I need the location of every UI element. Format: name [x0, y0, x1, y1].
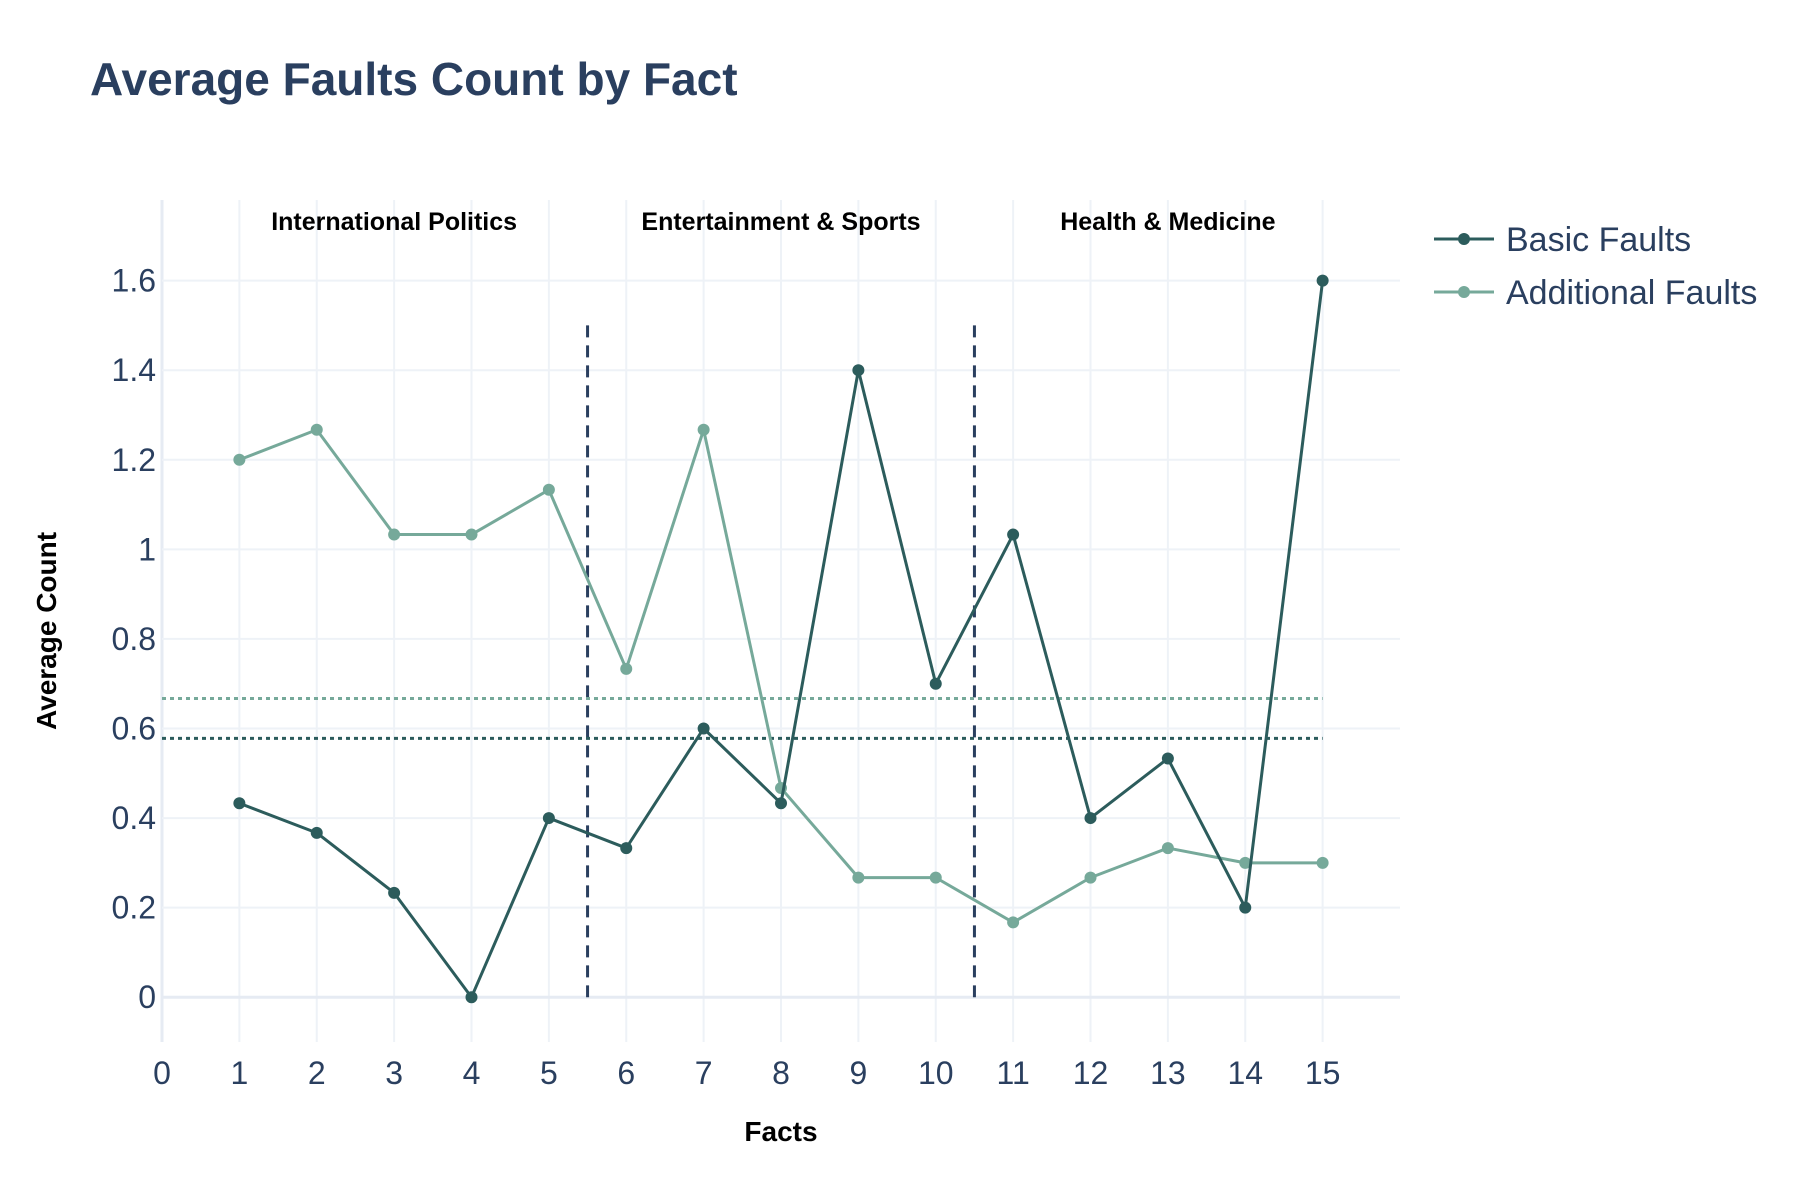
data-point [852, 364, 865, 377]
x-tick-label: 8 [772, 1055, 790, 1091]
data-point [1007, 528, 1020, 541]
data-point [388, 886, 401, 899]
data-point [233, 453, 246, 466]
legend-swatch-marker [1458, 286, 1470, 298]
x-axis-title: Facts [744, 1116, 817, 1147]
data-point [1084, 812, 1097, 825]
x-tick-label: 7 [695, 1055, 713, 1091]
y-tick-label: 1.4 [112, 352, 156, 388]
data-point [1007, 916, 1020, 929]
mean-lines [162, 696, 1323, 740]
y-tick-label: 1 [138, 531, 156, 567]
x-tick-label: 4 [463, 1055, 481, 1091]
data-point [310, 423, 323, 436]
category-separators [586, 325, 976, 998]
chart-title: Average Faults Count by Fact [90, 53, 738, 105]
legend-label: Additional Faults [1506, 274, 1757, 312]
x-tick-label: 0 [153, 1055, 171, 1091]
data-point [542, 812, 555, 825]
data-point [1316, 856, 1329, 869]
data-point [620, 662, 633, 675]
data-point [310, 826, 323, 839]
x-axis-ticks: 0 1 2 3 4 5 6 7 8 9 10 11 12 13 14 15 [153, 1055, 1340, 1091]
category-label: International Politics [271, 208, 517, 236]
x-tick-label: 9 [849, 1055, 867, 1091]
x-tick-label: 13 [1150, 1055, 1186, 1091]
y-axis-ticks: 0 0.2 0.4 0.6 0.8 1 1.2 1.4 1.6 [112, 263, 156, 1016]
x-tick-label: 6 [617, 1055, 635, 1091]
grid [160, 200, 1400, 1042]
y-tick-label: 0.8 [112, 621, 156, 657]
legend-item[interactable]: Additional Faults [1434, 274, 1757, 312]
x-tick-label: 3 [385, 1055, 403, 1091]
data-point [1316, 274, 1329, 287]
x-tick-label: 5 [540, 1055, 558, 1091]
legend-swatch-marker [1458, 233, 1470, 245]
data-point [775, 797, 787, 810]
data-point [542, 483, 555, 496]
x-tick-label: 1 [230, 1055, 248, 1091]
y-axis-title: Average Count [31, 532, 62, 730]
data-point [1161, 752, 1174, 765]
y-tick-label: 1.2 [112, 442, 156, 478]
data-point [697, 423, 710, 436]
data-point [465, 528, 478, 541]
series-layer [233, 274, 1329, 1004]
data-point [620, 842, 633, 855]
data-point [233, 797, 246, 810]
x-tick-label: 14 [1227, 1055, 1263, 1091]
data-point [1084, 871, 1097, 884]
y-tick-label: 0.2 [112, 890, 156, 926]
category-label: Health & Medicine [1060, 208, 1275, 236]
legend-item[interactable]: Basic Faults [1434, 221, 1691, 259]
y-tick-label: 1.6 [112, 263, 156, 299]
data-point [929, 677, 942, 690]
data-point [1161, 842, 1174, 855]
x-tick-label: 15 [1305, 1055, 1341, 1091]
x-tick-label: 2 [308, 1055, 326, 1091]
data-point [1239, 901, 1252, 914]
data-point [465, 991, 478, 1004]
x-tick-label: 10 [918, 1055, 954, 1091]
data-point [929, 871, 942, 884]
data-point [697, 722, 710, 735]
category-label: Entertainment & Sports [641, 208, 920, 236]
y-tick-label: 0.4 [112, 800, 156, 836]
y-tick-label: 0 [138, 979, 156, 1015]
data-point [852, 871, 865, 884]
x-tick-label: 11 [997, 1055, 1030, 1091]
data-point [1239, 856, 1252, 869]
y-tick-label: 0.6 [112, 710, 156, 746]
legend-label: Basic Faults [1506, 221, 1691, 259]
category-labels: International Politics Entertainment & Sp… [271, 208, 1275, 236]
legend[interactable]: Basic Faults Additional Faults [1434, 221, 1757, 312]
data-point [388, 528, 401, 541]
x-tick-label: 12 [1073, 1055, 1109, 1091]
